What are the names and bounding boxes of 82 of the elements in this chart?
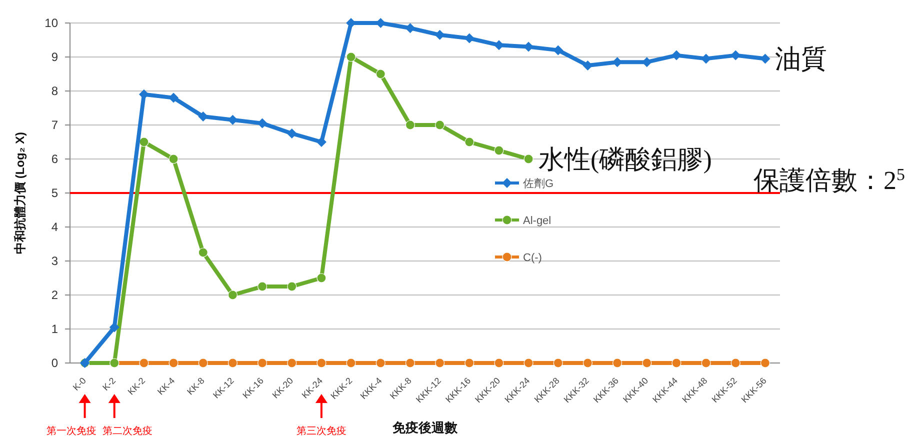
- point: [760, 54, 770, 64]
- point: [464, 33, 474, 44]
- x-axis-title: 免疫後週數: [392, 420, 458, 435]
- point: [642, 358, 652, 368]
- annotation: 油質: [775, 44, 828, 74]
- point: [316, 358, 326, 368]
- point: [198, 358, 208, 368]
- point: [434, 30, 445, 40]
- point: [582, 60, 593, 70]
- point: [168, 358, 178, 368]
- y-tick-label: 6: [51, 152, 58, 166]
- point: [701, 54, 712, 64]
- point: [612, 358, 622, 368]
- point: [168, 92, 179, 103]
- legend-label: 佐劑G: [523, 177, 554, 190]
- point: [405, 358, 416, 368]
- x-tick-label: K-2: [100, 376, 118, 393]
- legend-label: Al-gel: [523, 215, 552, 227]
- point: [730, 358, 740, 368]
- y-tick-label: 5: [51, 186, 58, 200]
- point: [109, 322, 120, 332]
- ref-line-label: 保護倍數：2$^{5}$: [754, 164, 905, 195]
- point: [434, 358, 445, 368]
- point: [376, 358, 386, 368]
- point: [434, 120, 445, 130]
- x-tick-label: K-0: [70, 376, 88, 393]
- legend-item: 佐劑G: [495, 178, 554, 190]
- point: [494, 40, 504, 50]
- point: [287, 358, 297, 368]
- y-axis-title: 中和抗體力價 (Log₂ X): [13, 132, 27, 254]
- y-tick-label: 10: [44, 16, 58, 30]
- point: [316, 137, 326, 147]
- point: [198, 112, 208, 122]
- text: 第一次免疫: [46, 425, 97, 437]
- point: [464, 137, 474, 147]
- point: [228, 114, 238, 125]
- y-tick-label: 8: [51, 84, 58, 98]
- point: [346, 358, 356, 368]
- annotation: 水性(磷酸鋁膠): [538, 145, 712, 174]
- point: [524, 358, 534, 368]
- point: [672, 358, 682, 368]
- point: [198, 248, 208, 258]
- point: [257, 358, 268, 368]
- point: [553, 358, 563, 368]
- legend-item: Al-gel: [495, 215, 552, 227]
- y-tick-label: 4: [51, 220, 58, 234]
- y-tick-label: 0: [51, 356, 58, 370]
- point: [316, 273, 326, 283]
- y-tick-label: 7: [51, 118, 58, 132]
- point: [494, 358, 504, 368]
- y-tick-label: 9: [51, 50, 58, 64]
- point: [524, 42, 534, 52]
- text: 第二次免疫: [102, 425, 153, 437]
- point: [139, 137, 149, 147]
- point: [228, 290, 238, 300]
- legend-label: C(-): [523, 252, 542, 264]
- point: [405, 120, 416, 130]
- y-tick-label: 1: [51, 322, 58, 336]
- point: [701, 358, 711, 368]
- point: [139, 358, 149, 368]
- point: [168, 154, 178, 164]
- text: 第三次免疫: [296, 425, 346, 437]
- point: [257, 118, 268, 128]
- legend-item: C(-): [495, 252, 542, 264]
- y-tick-label: 2: [51, 288, 58, 302]
- point: [138, 89, 149, 100]
- point: [228, 358, 238, 368]
- point: [405, 23, 416, 34]
- point: [286, 128, 297, 138]
- point: [257, 282, 268, 292]
- y-tick-label: 3: [51, 254, 58, 268]
- point: [524, 154, 534, 164]
- point: [346, 52, 356, 62]
- point: [287, 282, 297, 292]
- point: [494, 146, 504, 156]
- point: [376, 69, 386, 79]
- point: [671, 50, 682, 60]
- point: [553, 45, 564, 56]
- point: [582, 358, 593, 368]
- point: [760, 358, 770, 368]
- point: [730, 50, 741, 60]
- point: [464, 358, 474, 368]
